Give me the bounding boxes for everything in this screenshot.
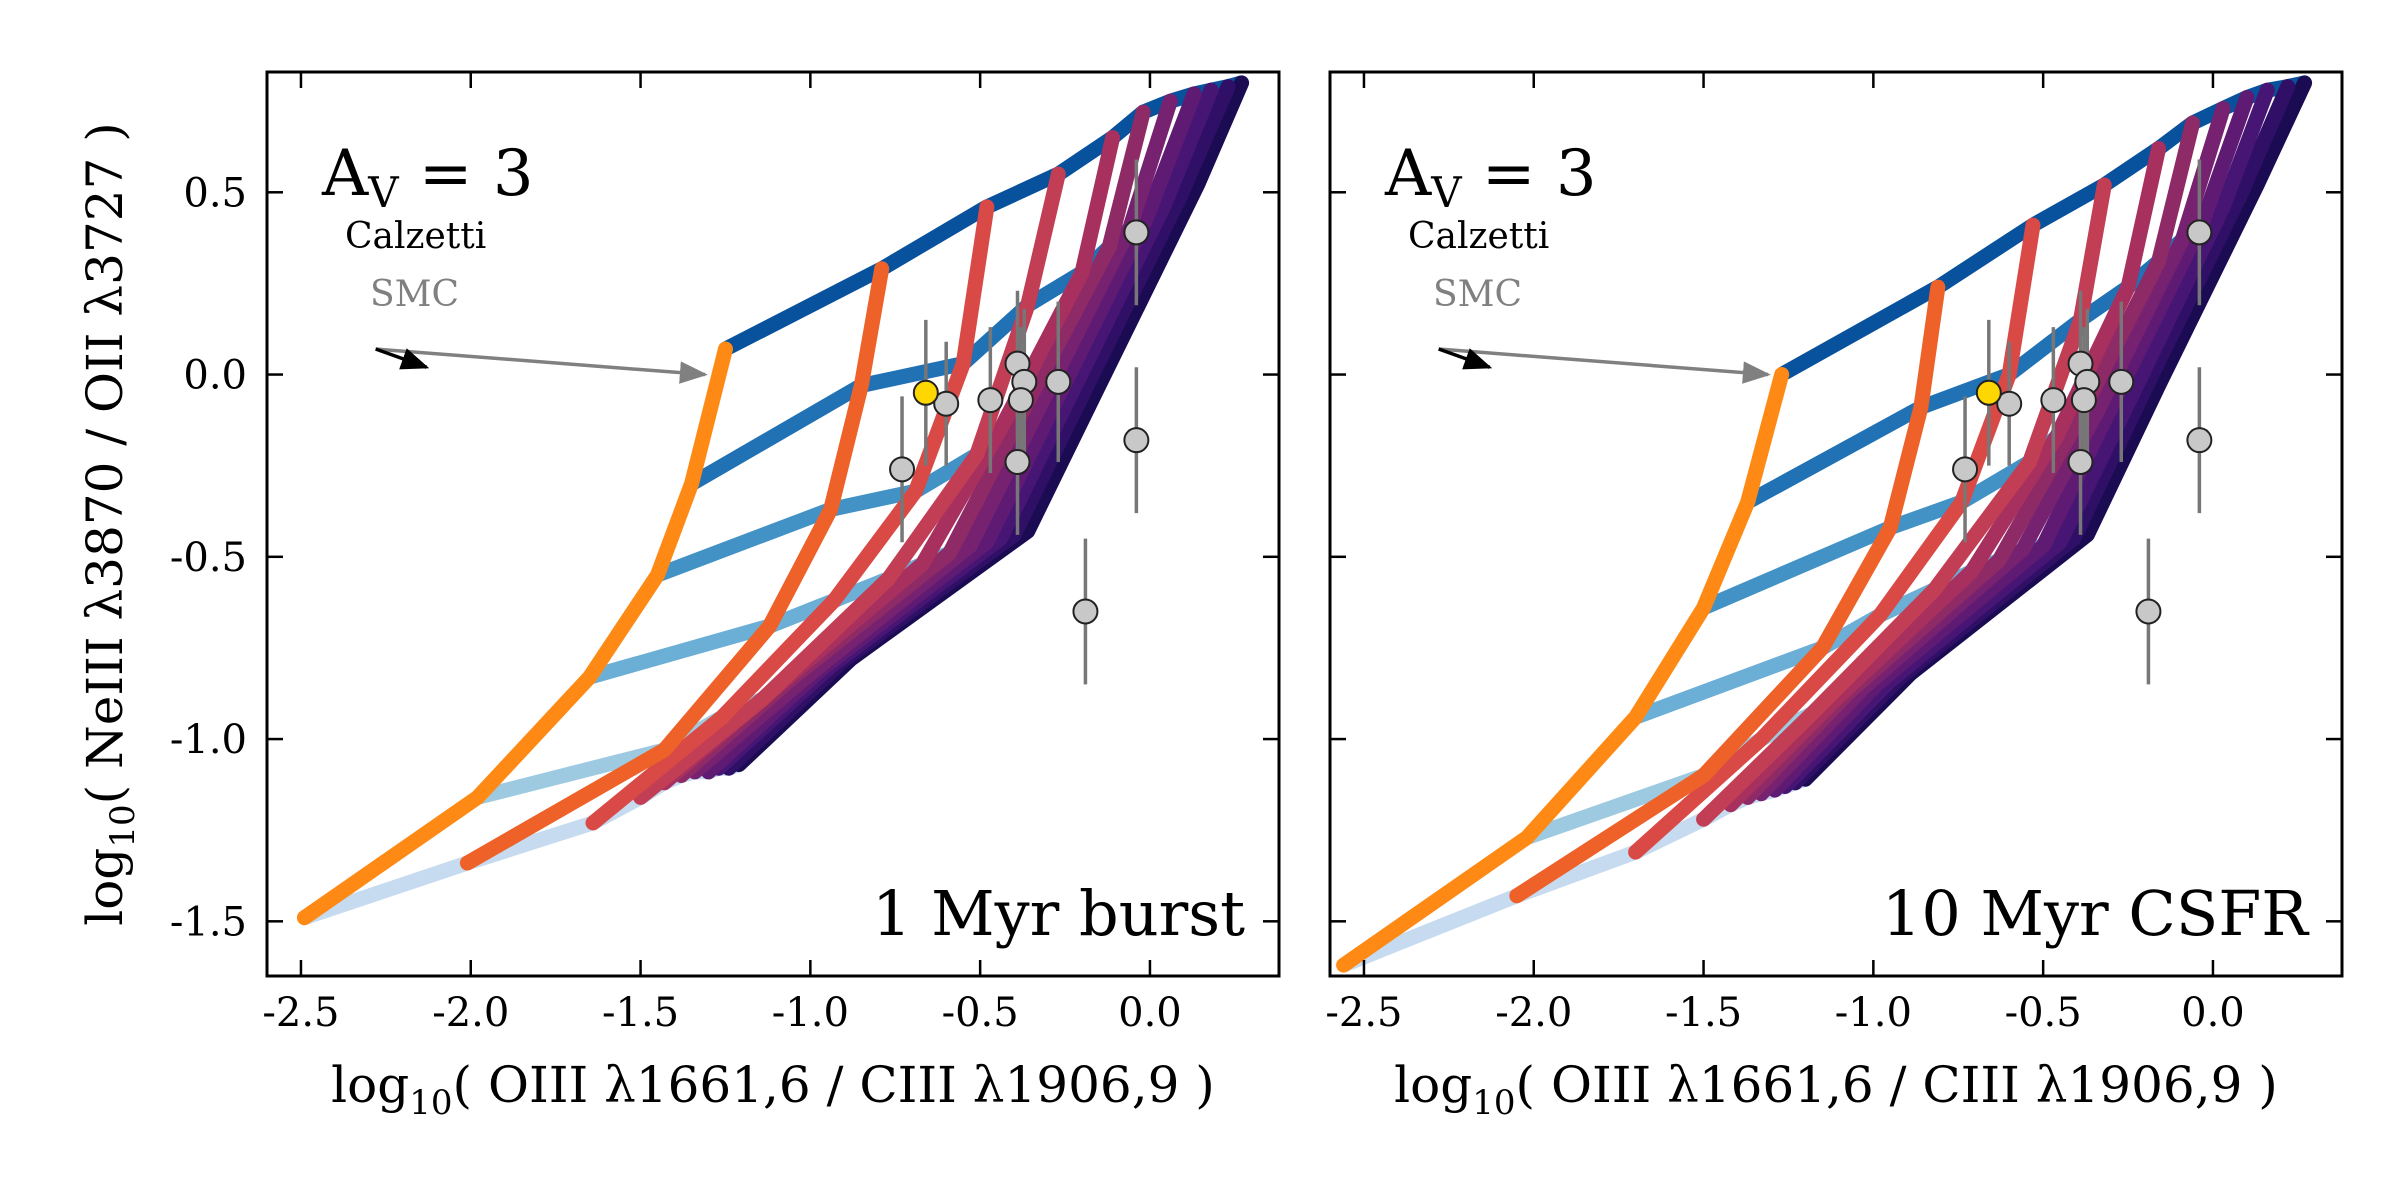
y-axis-label: log10( NeIII λ3870 / OII λ3727 ) [76,122,143,926]
data-point [1072,598,1099,625]
data-point [2135,598,2162,625]
data-point [1123,219,1150,246]
panel-1myr-burst: -2.5 -2.0 -1.5 -1.0 -0.5 0.0 -1.5 -1.0 -0.5 0.0 0.… [170,70,1281,1036]
data-point [1996,390,2023,417]
age-track [459,261,890,871]
av-label: AV = 3 [1384,137,1597,217]
smc-arrow [1438,347,1771,384]
y-tick-label: -0.5 [170,535,247,581]
x-tick-label: -1.0 [1835,990,1912,1036]
data-point [1007,387,1034,414]
data-point [1123,427,1150,454]
tick-marks: -2.5 -2.0 -1.5 -1.0 -0.5 0.0 [1325,72,2342,1036]
panel-label: 1 Myr burst [872,877,1245,950]
data-point [2186,219,2213,246]
data-point [2070,387,2097,414]
age-track [1628,217,2041,860]
x-axis-label: log10( OIII λ1661,6 / CIII λ1906,9 ) [1394,1056,2278,1123]
age-track [585,199,995,831]
y-tick-label: 0.0 [183,353,247,399]
data-point [2067,449,2094,476]
x-axis-label: log10( OIII λ1661,6 / CIII λ1906,9 ) [331,1056,1215,1123]
x-tick-label: -0.5 [2005,990,2082,1036]
plot-area [1336,75,2313,973]
data-point [2186,427,2213,454]
calzetti-arrow [375,347,430,370]
x-tick-label: -0.5 [942,990,1019,1036]
data-point [1045,368,1072,395]
x-tick-label: 0.0 [2181,990,2245,1036]
axes-frame [1328,70,2344,978]
data-point [2108,368,2135,395]
y-tick-label: -1.0 [170,717,247,763]
highlight-data-point [1975,379,2002,406]
tick-marks: -2.5 -2.0 -1.5 -1.0 -0.5 0.0 -1.5 -1.0 -0.5 0.0 0.… [170,72,1279,1036]
age-track [1696,177,2112,827]
x-tick-label: 0.0 [1118,990,1182,1036]
smc-arrow [375,347,708,384]
x-tick-label: -2.0 [1495,990,1572,1036]
highlight-data-point [912,379,939,406]
plot-area [296,75,1250,926]
calzetti-label: Calzetti [1408,216,1549,257]
x-tick-label: -1.0 [772,990,849,1036]
data-point [977,387,1004,414]
smc-label: SMC [1433,274,1522,315]
smc-label: SMC [370,274,459,315]
calzetti-label: Calzetti [345,216,486,257]
panel-label: 10 Myr CSFR [1882,877,2310,950]
av-label: AV = 3 [321,137,534,217]
panel-10myr-csfr: -2.5 -2.0 -1.5 -1.0 -0.5 0.0 AV = 3 Calzetti … [1325,70,2344,1036]
data-point [1004,449,1031,476]
age-track [633,166,1066,805]
y-tick-label: -1.5 [170,899,247,945]
x-tick-label: -2.5 [262,990,339,1036]
axes-frame [265,70,1281,978]
y-tick-label: 0.5 [183,170,247,216]
age-track [1336,367,1790,973]
x-tick-label: -1.5 [602,990,679,1036]
x-tick-label: -1.5 [1665,990,1742,1036]
data-point [933,390,960,417]
data-point [2040,387,2067,414]
x-tick-label: -2.0 [432,990,509,1036]
data-point [889,456,916,483]
age-track [296,341,733,926]
calzetti-arrow [1438,347,1493,370]
age-track [1509,279,1946,904]
data-point [1952,456,1979,483]
x-tick-label: -2.5 [1325,990,1402,1036]
